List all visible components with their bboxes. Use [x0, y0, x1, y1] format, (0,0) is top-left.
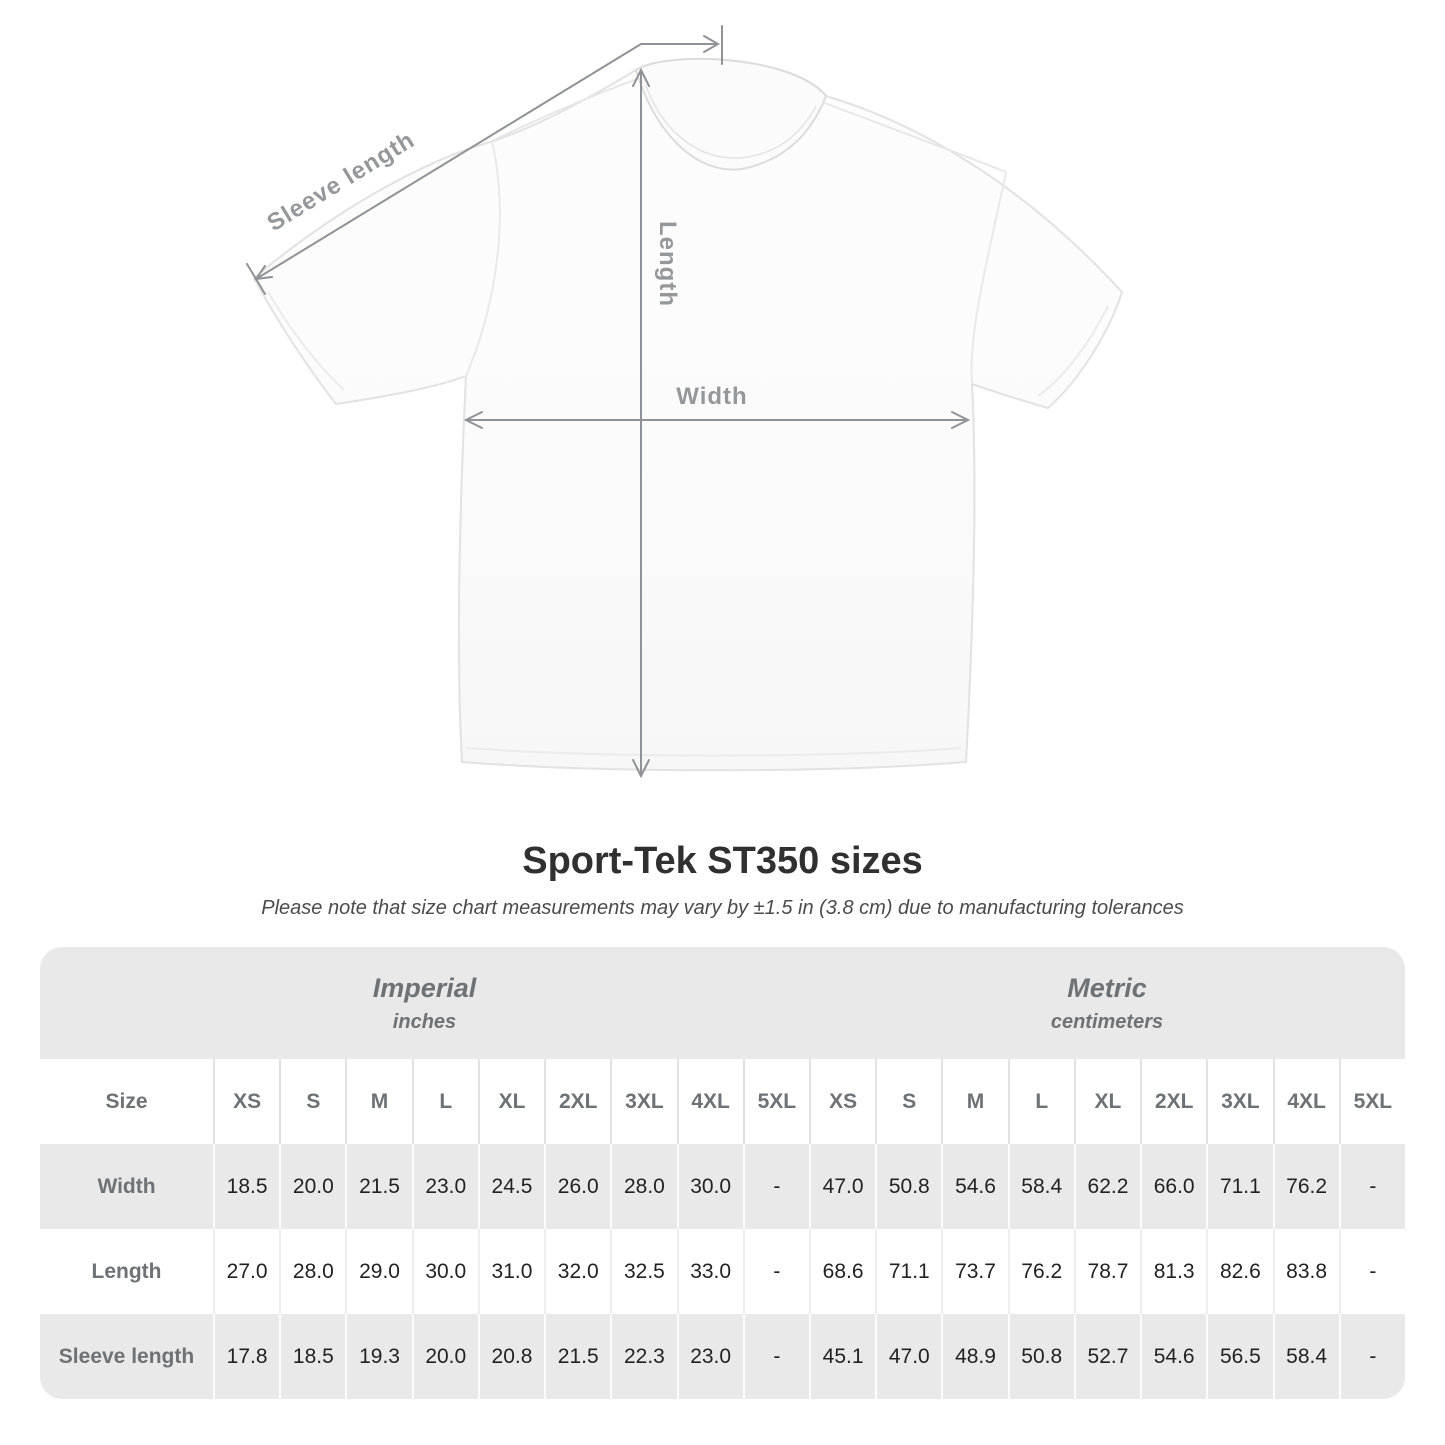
sleeve-length-arrow [246, 25, 723, 295]
value-cell: 23.0 [676, 1314, 743, 1399]
value-cell: 58.4 [1272, 1314, 1339, 1399]
value-cell: 50.8 [875, 1144, 942, 1229]
value-cell: 68.6 [808, 1229, 876, 1314]
unit-group-unit: inches [392, 1010, 457, 1033]
value-cell: 48.9 [941, 1314, 1008, 1399]
value-cell: 22.3 [610, 1314, 677, 1399]
value-cell: 82.6 [1206, 1229, 1273, 1314]
value-cell: 28.0 [610, 1144, 677, 1229]
value-cell: - [742, 1229, 809, 1314]
size-col-header: S [875, 1059, 942, 1144]
length-label: Length [654, 221, 681, 307]
value-cell: 20.0 [279, 1144, 346, 1229]
size-col-header: XS [213, 1059, 280, 1144]
value-cell: 66.0 [1140, 1144, 1207, 1229]
value-cell: 76.2 [1007, 1229, 1074, 1314]
value-cell: 52.7 [1073, 1314, 1141, 1399]
unit-group-name: Imperial [372, 972, 477, 1003]
size-col-header: 2XL [1140, 1059, 1207, 1144]
value-cell: 56.5 [1206, 1314, 1273, 1399]
value-cell: 81.3 [1140, 1229, 1207, 1314]
unit-group-metric: Metric centimeters [808, 947, 1405, 1059]
size-col-header: L [1007, 1059, 1074, 1144]
value-cell: 62.2 [1073, 1144, 1141, 1229]
value-cell: 71.1 [1206, 1144, 1273, 1229]
size-col-header: M [345, 1059, 412, 1144]
value-cell: 21.5 [544, 1314, 611, 1399]
value-cell: - [1338, 1314, 1405, 1399]
value-cell: - [1338, 1229, 1405, 1314]
value-cell: 76.2 [1272, 1144, 1339, 1229]
value-cell: 54.6 [941, 1144, 1008, 1229]
value-cell: 47.0 [808, 1144, 876, 1229]
value-cell: 26.0 [544, 1144, 611, 1229]
value-cell: 73.7 [941, 1229, 1008, 1314]
size-col-header: 3XL [610, 1059, 677, 1144]
value-cell: 17.8 [213, 1314, 280, 1399]
value-cell: 78.7 [1073, 1229, 1141, 1314]
value-cell: 50.8 [1007, 1314, 1074, 1399]
width-label: Width [676, 383, 747, 410]
unit-group-name: Metric [1067, 972, 1147, 1003]
size-header: Size [40, 1059, 213, 1144]
size-table: Imperial inches Metric centimeters Size … [40, 947, 1405, 1399]
value-cell: 30.0 [411, 1229, 478, 1314]
value-cell: 27.0 [213, 1229, 280, 1314]
tshirt-graphic [253, 57, 1123, 772]
value-cell: 19.3 [345, 1314, 412, 1399]
table-row-sleeve-length: Sleeve length 17.8 18.5 19.3 20.0 20.8 2… [40, 1314, 1405, 1399]
value-cell: 29.0 [345, 1229, 412, 1314]
value-cell: 18.5 [279, 1314, 346, 1399]
row-label: Sleeve length [40, 1314, 213, 1399]
row-label: Width [40, 1144, 213, 1229]
value-cell: 28.0 [279, 1229, 346, 1314]
row-label: Length [40, 1229, 213, 1314]
value-cell: 23.0 [411, 1144, 478, 1229]
size-table-container: Imperial inches Metric centimeters Size … [40, 947, 1405, 1399]
unit-group-imperial: Imperial inches [40, 947, 809, 1059]
value-cell: 31.0 [477, 1229, 545, 1314]
value-cell: 20.0 [411, 1314, 478, 1399]
size-col-header: XS [808, 1059, 876, 1144]
size-col-header: 3XL [1206, 1059, 1273, 1144]
tshirt-measurement-diagram: Sleeve length Length Width [246, 25, 1123, 779]
value-cell: 71.1 [875, 1229, 942, 1314]
size-col-header: 5XL [1338, 1059, 1405, 1144]
value-cell: 32.0 [544, 1229, 611, 1314]
unit-group-unit: centimeters [1050, 1010, 1164, 1033]
size-col-header: L [411, 1059, 478, 1144]
value-cell: 30.0 [676, 1144, 743, 1229]
value-cell: 45.1 [808, 1314, 876, 1399]
size-col-header: S [279, 1059, 346, 1144]
value-cell: 83.8 [1272, 1229, 1339, 1314]
value-cell: 32.5 [610, 1229, 677, 1314]
value-cell: - [1338, 1144, 1405, 1229]
length-arrow [632, 67, 650, 779]
size-col-header: 5XL [742, 1059, 809, 1144]
size-col-header: 4XL [1272, 1059, 1339, 1144]
value-cell: 20.8 [477, 1314, 545, 1399]
value-cell: - [742, 1144, 809, 1229]
value-cell: 54.6 [1140, 1314, 1207, 1399]
value-cell: 21.5 [345, 1144, 412, 1229]
width-arrow [463, 411, 971, 429]
value-cell: - [742, 1314, 809, 1399]
value-cell: 18.5 [213, 1144, 280, 1229]
size-col-header: XL [477, 1059, 545, 1144]
value-cell: 58.4 [1007, 1144, 1074, 1229]
table-row-width: Width 18.5 20.0 21.5 23.0 24.5 26.0 28.0… [40, 1144, 1405, 1229]
value-cell: 33.0 [676, 1229, 743, 1314]
size-col-header: M [941, 1059, 1008, 1144]
tolerance-note: Please note that size chart measurements… [261, 897, 1184, 919]
size-col-header: 2XL [544, 1059, 611, 1144]
size-col-header: XL [1073, 1059, 1141, 1144]
page-title: Sport-Tek ST350 sizes [522, 840, 923, 882]
table-row-length: Length 27.0 28.0 29.0 30.0 31.0 32.0 32.… [40, 1229, 1405, 1314]
value-cell: 24.5 [477, 1144, 545, 1229]
value-cell: 47.0 [875, 1314, 942, 1399]
collar [634, 57, 828, 171]
size-col-header: 4XL [676, 1059, 743, 1144]
